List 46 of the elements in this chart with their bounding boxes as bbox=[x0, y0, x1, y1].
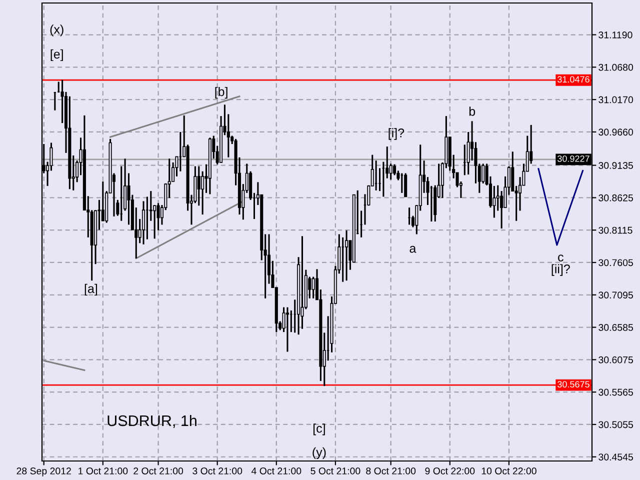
y-tick-label: 30.9135 bbox=[598, 162, 633, 169]
y-tick-label: 30.5565 bbox=[598, 388, 633, 396]
y-tick-label: 30.4545 bbox=[598, 454, 633, 460]
candlestick bbox=[345, 230, 348, 282]
candlestick bbox=[392, 164, 396, 176]
candlestick bbox=[492, 185, 496, 218]
ref-line-label: 31.0476 bbox=[558, 76, 590, 83]
ref-line-label: 30.9227 bbox=[558, 155, 590, 162]
y-tick-label: 31.1190 bbox=[598, 31, 632, 38]
candlestick bbox=[142, 200, 146, 246]
x-tick-label: 5 Oct 21:00 bbox=[310, 468, 360, 474]
candlestick bbox=[197, 165, 200, 206]
candlestick bbox=[286, 306, 289, 353]
y-tick-label: 30.7095 bbox=[598, 292, 633, 299]
y-tick-label: 30.8625 bbox=[598, 194, 633, 202]
text: USDRUR, 1h bbox=[108, 414, 196, 428]
y-tick-label: 30.6585 bbox=[598, 324, 633, 331]
annotation: (y) bbox=[312, 447, 326, 460]
y-tick-label: 31.0680 bbox=[598, 64, 634, 71]
y-tick-label: 30.6075 bbox=[598, 356, 633, 364]
annotation: a bbox=[410, 246, 416, 253]
ref-line-label: 30.5675 bbox=[558, 381, 590, 388]
y-tick-label: 30.8115 bbox=[598, 226, 632, 234]
x-tick-label: 4 Oct 21:00 bbox=[251, 468, 302, 474]
annotation: (x) bbox=[50, 24, 64, 36]
annotation: b bbox=[469, 106, 476, 116]
x-tick-label: 2 Oct 21:00 bbox=[134, 468, 184, 474]
annotation: [a] bbox=[84, 284, 98, 296]
annotation: [e] bbox=[50, 49, 63, 62]
y-tick-label: 31.0170 bbox=[598, 96, 634, 104]
candlestick bbox=[404, 172, 408, 198]
x-tick-label: 10 Oct 22:00 bbox=[482, 468, 536, 474]
x-tick-label: 28 Sep 2012 bbox=[16, 468, 71, 476]
annotation: [c] bbox=[313, 424, 325, 436]
annotation: [b] bbox=[215, 86, 228, 99]
annotation: c bbox=[558, 254, 564, 262]
x-tick-label: 1 Oct 21:00 bbox=[78, 468, 128, 474]
y-tick-label: 30.9660 bbox=[598, 128, 634, 136]
candlestick bbox=[312, 276, 315, 300]
annotation: [ii]? bbox=[552, 264, 570, 276]
annotation: [i]? bbox=[388, 128, 404, 140]
y-tick-label: 30.7605 bbox=[598, 259, 633, 266]
x-tick-label: 3 Oct 21:00 bbox=[192, 468, 242, 474]
x-tick-label: 9 Oct 22:00 bbox=[425, 468, 475, 474]
x-tick-label: 8 Oct 21:00 bbox=[366, 468, 416, 474]
y-tick-label: 30.5055 bbox=[598, 421, 633, 428]
